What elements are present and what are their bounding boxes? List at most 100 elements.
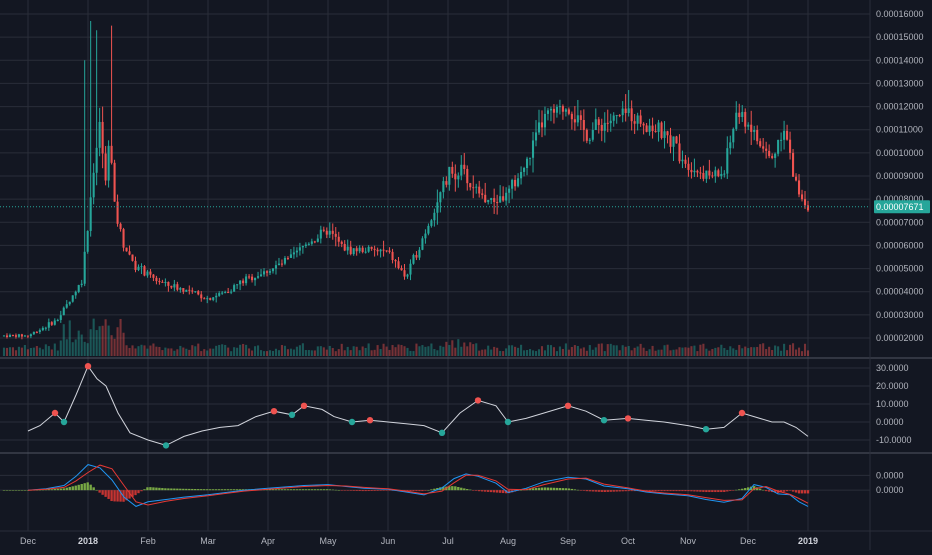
- volume-bar: [783, 343, 786, 356]
- macd-histogram-bar: [217, 489, 221, 491]
- macd-histogram-bar: [711, 490, 714, 493]
- volume-bar: [388, 349, 391, 356]
- candle-body: [65, 304, 68, 308]
- candle-body: [546, 110, 550, 114]
- candle-body: [137, 266, 140, 271]
- price-axis[interactable]: 0.00016000 0.00015000 0.00014000 0.00013000…: [876, 9, 924, 343]
- time-axis[interactable]: Dec 2018 Feb Mar Apr May Jun Jul Aug Sep Oct Nov Dec…: [20, 536, 818, 546]
- macd-line: [27, 464, 809, 507]
- candle-body: [406, 274, 409, 277]
- candle-body: [415, 255, 418, 258]
- macd-histogram-bar: [170, 488, 173, 491]
- candle-body: [765, 148, 768, 151]
- volume-bar: [454, 347, 457, 356]
- volume-bar: [472, 344, 475, 356]
- candle-body: [606, 122, 609, 124]
- macd-histogram-bar: [699, 490, 702, 492]
- volume-bar: [355, 346, 358, 356]
- candle-body: [322, 229, 325, 231]
- macd-histogram-bar: [226, 489, 230, 491]
- macd-histogram-bar: [188, 488, 191, 491]
- volume-bar: [14, 350, 17, 356]
- volume-bar: [606, 344, 609, 356]
- oscillator-trough-dot: [348, 418, 356, 426]
- candle-body: [806, 205, 810, 211]
- volume-bar: [50, 349, 53, 356]
- candle-body: [20, 334, 23, 337]
- candle-body: [789, 139, 792, 153]
- macd-histogram-bar: [346, 490, 349, 491]
- volume-bar: [122, 332, 125, 356]
- candle-body: [684, 159, 687, 164]
- candle-body: [325, 230, 328, 235]
- price-tick-label: 0.00005000: [876, 264, 924, 274]
- macd-histogram-bar: [472, 490, 475, 491]
- macd-histogram-bar: [651, 490, 654, 492]
- volume-bar: [520, 344, 523, 356]
- volume-bar: [487, 345, 490, 356]
- candle-body: [391, 251, 394, 260]
- macd-histogram-bar: [654, 490, 657, 492]
- candle-body: [251, 276, 254, 281]
- macd-histogram-bar: [131, 490, 134, 497]
- macd-histogram-bar: [209, 489, 212, 491]
- macd-histogram-bar: [325, 489, 328, 491]
- oscillator-axis[interactable]: 30.0000 20.0000 10.0000 0.0000 -10.0000: [876, 363, 912, 445]
- volume-bar: [316, 346, 319, 356]
- candle-body: [379, 249, 382, 252]
- volume-bar: [678, 347, 681, 356]
- candle-body: [797, 180, 801, 195]
- volume-bar: [642, 347, 645, 356]
- osc-tick-label: 30.0000: [876, 363, 909, 373]
- macd-histogram-bar: [116, 490, 119, 502]
- volume-bar: [744, 346, 747, 356]
- macd-histogram-bar: [764, 490, 768, 492]
- macd-histogram-bar: [220, 489, 224, 491]
- macd-histogram-bar: [448, 486, 451, 491]
- candle-body: [128, 251, 131, 255]
- candle-body: [720, 173, 723, 177]
- macd-histogram-bar: [684, 490, 687, 492]
- candle-body: [167, 281, 170, 286]
- macd-histogram-bar: [540, 487, 544, 491]
- volume-bar: [496, 347, 499, 356]
- macd-histogram-bar: [71, 486, 74, 491]
- candle-body: [50, 322, 53, 325]
- candle-body: [215, 295, 218, 298]
- oscillator-line: [27, 365, 809, 446]
- candle-body: [274, 265, 278, 269]
- candle-body: [540, 122, 544, 128]
- volume-bar: [690, 346, 693, 356]
- candle-body: [499, 196, 502, 203]
- volume-bar: [786, 350, 789, 356]
- candle-body: [403, 270, 406, 277]
- macd-histogram-bar: [588, 490, 592, 492]
- candle-body: [92, 172, 95, 198]
- macd-histogram-bar: [167, 488, 170, 491]
- macd-histogram-bar: [41, 489, 45, 491]
- volume-bar: [131, 345, 134, 356]
- volume-bar: [451, 340, 454, 356]
- macd-histogram-bar: [331, 489, 334, 491]
- candle-body: [194, 291, 197, 293]
- macd-histogram-bar: [597, 490, 600, 492]
- candle-body: [230, 291, 233, 293]
- macd-histogram-bar: [125, 490, 128, 501]
- candle-body: [525, 158, 529, 169]
- volume-bar: [274, 348, 278, 356]
- macd-histogram-bar: [618, 490, 621, 492]
- macd-histogram-bar: [660, 490, 663, 492]
- candle-body: [331, 230, 334, 234]
- volume-bar: [134, 348, 137, 356]
- macd-histogram-bar: [418, 490, 421, 492]
- macd-histogram-bar: [92, 487, 95, 491]
- volume-bar: [56, 350, 59, 356]
- macd-histogram-bar: [283, 489, 287, 491]
- macd-axis[interactable]: 0.0000 0.0000: [876, 470, 904, 495]
- volume-bar: [660, 349, 663, 356]
- macd-histogram-bar: [176, 488, 179, 491]
- candle-body: [783, 130, 786, 140]
- volume-bar: [194, 346, 197, 356]
- macd-histogram-bar: [223, 489, 227, 491]
- candle-body: [648, 125, 651, 132]
